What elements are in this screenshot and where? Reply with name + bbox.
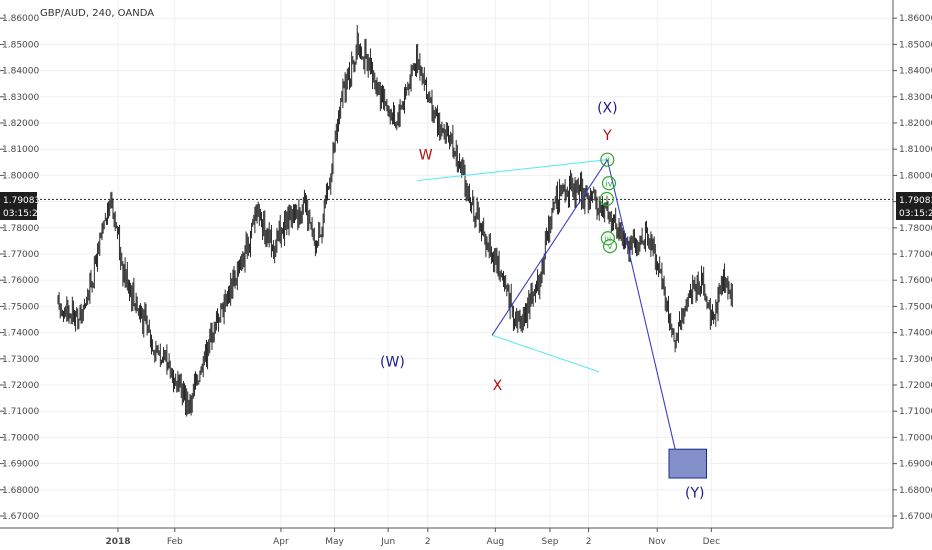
time-tick-label: 2 — [586, 537, 592, 547]
price-tick-label: 1.73000 — [899, 355, 932, 365]
price-tick-label: 1.85000 — [899, 40, 932, 50]
price-tick-label-left: 1.70000 — [2, 433, 39, 443]
time-tick-label: Feb — [167, 537, 183, 547]
price-tick-label: 1.70000 — [899, 433, 932, 443]
price-tick-label: 1.67000 — [899, 512, 932, 522]
price-tick-label: 1.80000 — [899, 171, 932, 181]
price-tick-label-left: 1.69000 — [2, 460, 39, 470]
price-tick-label-left: 1.77000 — [2, 250, 39, 260]
time-tick-label: Nov — [648, 537, 666, 547]
price-tick-label-left: 1.76000 — [2, 276, 39, 286]
right-badge-countdown: 03:15:20 — [899, 209, 932, 219]
price-tick-label-left: 1.84000 — [2, 67, 39, 77]
price-tick-label-left: 1.72000 — [2, 381, 39, 391]
wave-circle-label: iv — [601, 176, 617, 191]
wave-label: W — [419, 148, 433, 164]
time-tick-label: Apr — [273, 537, 289, 547]
price-tick-label-left: 1.73000 — [2, 355, 39, 365]
chart-title: GBP/AUD, 240, OANDA — [40, 8, 154, 19]
svg-text:i: i — [606, 195, 608, 204]
right-price-badge: 1.79083 03:15:20 — [896, 192, 932, 220]
price-tick-label: 1.84000 — [899, 67, 932, 77]
price-tick-label: 1.83000 — [899, 93, 932, 103]
time-tick-label: 2 — [425, 537, 431, 547]
price-tick-label: 1.71000 — [899, 407, 932, 417]
target-box — [668, 448, 708, 479]
svg-text:iv: iv — [605, 179, 612, 188]
time-axis[interactable]: 2018 Feb Apr May Jun 2 Aug Sep 2 Nov Dec — [105, 528, 720, 547]
time-tick-label: 2018 — [105, 537, 130, 547]
wave-circle-label: v — [602, 239, 618, 254]
wave-label: (W) — [380, 355, 405, 371]
price-tick-label: 1.82000 — [899, 119, 932, 129]
price-tick-label-left: 1.86000 — [2, 14, 39, 24]
wave-circle-label: ii — [600, 152, 615, 167]
svg-text:v: v — [608, 242, 613, 251]
price-tick-label: 1.74000 — [899, 329, 932, 339]
wave-label: Y — [602, 128, 612, 144]
price-tick-label-left: 1.80000 — [2, 171, 39, 181]
price-tick-label-left: 1.71000 — [2, 407, 39, 417]
price-tick-label: 1.69000 — [899, 460, 932, 470]
wave-circle-label: iii — [600, 231, 615, 246]
right-badge-price: 1.79083 — [899, 196, 932, 206]
price-tick-label-left: 1.81000 — [2, 145, 39, 155]
svg-text:ii: ii — [605, 156, 609, 165]
price-tick-label-left: 1.75000 — [2, 302, 39, 312]
price-tick-label-left: 1.67000 — [2, 512, 39, 522]
price-tick-label-left: 1.83000 — [2, 93, 39, 103]
price-tick-label: 1.68000 — [899, 486, 932, 496]
price-tick-label: 1.86000 — [899, 14, 932, 24]
left-badge-price: 1.79083 — [3, 196, 40, 206]
svg-text:iii: iii — [605, 234, 612, 243]
left-badge-countdown: 03:15:20 — [3, 209, 44, 219]
price-tick-label: 1.72000 — [899, 381, 932, 391]
time-tick-label: Jun — [380, 537, 395, 547]
channel-lower-line — [491, 334, 600, 373]
price-tick-label-left: 1.68000 — [2, 486, 39, 496]
channel-upper-line — [417, 159, 608, 182]
price-tick-label: 1.76000 — [899, 276, 932, 286]
wave-label: (Y) — [685, 486, 704, 502]
price-tick-label-left: 1.74000 — [2, 329, 39, 339]
projection-line — [606, 159, 676, 451]
price-tick-label: 1.78000 — [899, 224, 932, 234]
time-tick-label: May — [325, 537, 344, 547]
rise-trend-line — [491, 159, 608, 336]
time-tick-label: Sep — [542, 537, 559, 547]
wave-label: (X) — [597, 101, 618, 117]
price-tick-label-left: 1.85000 — [2, 40, 39, 50]
grid-layer — [0, 0, 893, 528]
candle-layer — [57, 25, 733, 417]
time-tick-label: Aug — [487, 537, 505, 547]
left-price-badge: 1.79083 03:15:20 — [0, 192, 44, 220]
price-tick-label-left: 1.78000 — [2, 224, 39, 234]
price-tick-label: 1.75000 — [899, 302, 932, 312]
price-tick-label: 1.81000 — [899, 145, 932, 155]
price-tick-label: 1.77000 — [899, 250, 932, 260]
price-tick-label-left: 1.82000 — [2, 119, 39, 129]
wave-circle-label: i — [599, 191, 614, 207]
time-tick-label: Dec — [703, 537, 720, 547]
wave-label: X — [493, 378, 503, 394]
